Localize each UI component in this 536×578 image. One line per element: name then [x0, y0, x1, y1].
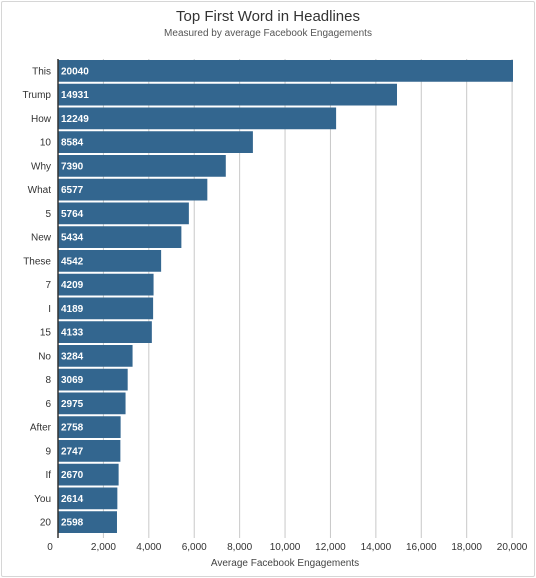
value-label: 5434: [61, 233, 84, 244]
category-labels: This Trump How 10 Why What 5 New These 7 I 15 No 8 6 Af…: [22, 66, 51, 528]
x-tick-label: 14,000: [361, 542, 392, 553]
value-label: 4209: [61, 280, 84, 291]
x-tick-label: 18,000: [451, 542, 482, 553]
value-label: 2598: [61, 518, 84, 529]
bar: [58, 60, 513, 82]
category-label: This: [32, 66, 51, 77]
value-label: 6577: [61, 185, 84, 196]
category-label: 8: [45, 375, 51, 386]
x-tick-label: 2,000: [91, 542, 116, 553]
category-label: I: [48, 304, 51, 315]
value-label: 2670: [61, 470, 84, 481]
bars: [58, 60, 513, 533]
value-label: 4542: [61, 256, 84, 267]
category-label: 15: [40, 328, 52, 339]
value-label: 3284: [61, 351, 84, 362]
value-label: 2975: [61, 399, 84, 410]
category-label: Why: [31, 161, 51, 172]
chart-title: Top First Word in Headlines: [176, 8, 360, 25]
category-label: You: [34, 494, 51, 505]
value-label: 7390: [61, 161, 84, 172]
value-label: 20040: [61, 66, 89, 77]
bar: [58, 511, 117, 533]
category-label: How: [31, 114, 52, 125]
bar: [58, 416, 121, 438]
category-label: 6: [45, 399, 51, 410]
bar: [58, 178, 208, 201]
category-label: These: [23, 256, 51, 267]
category-label: Trump: [22, 90, 51, 101]
x-tick-label: 12,000: [315, 542, 346, 553]
bar: [58, 487, 118, 510]
x-tick-label: 16,000: [406, 542, 437, 553]
bar: [58, 131, 253, 153]
value-label: 2758: [61, 423, 84, 434]
value-label: 4189: [61, 304, 84, 315]
value-labels: 20040 14931 12249 8584 7390 6577 5764 5434 4542 4…: [61, 66, 89, 528]
category-label: 7: [45, 280, 51, 291]
bar: [58, 226, 182, 248]
bar: [58, 392, 126, 415]
bar: [58, 440, 121, 462]
bar: [58, 345, 133, 367]
category-label: After: [30, 423, 52, 434]
category-label: 20: [40, 518, 52, 529]
bar: [58, 155, 226, 177]
bar: [58, 273, 154, 296]
value-label: 2614: [61, 494, 84, 505]
category-label: 5: [45, 209, 51, 220]
category-label: 9: [45, 446, 51, 457]
bar: [58, 107, 337, 130]
category-label: No: [38, 351, 51, 362]
bar: [58, 83, 398, 106]
bar: [58, 250, 162, 272]
category-label: If: [45, 470, 51, 481]
category-label: What: [28, 185, 52, 196]
grid-lines: [102, 59, 513, 538]
x-tick-label: 10,000: [270, 542, 301, 553]
bar: [58, 321, 152, 343]
chart-subtitle: Measured by average Facebook Engagements: [164, 28, 372, 39]
bar: [58, 297, 154, 320]
x-tick-label: 20,000: [497, 542, 528, 553]
value-label: 5764: [61, 209, 84, 220]
category-label: New: [31, 233, 52, 244]
value-label: 4133: [61, 328, 84, 339]
bar: [58, 463, 119, 486]
value-label: 12249: [61, 114, 89, 125]
x-tick-label: 4,000: [136, 542, 161, 553]
x-tick-label: 8,000: [227, 542, 252, 553]
value-label: 14931: [61, 90, 89, 101]
value-label: 8584: [61, 138, 84, 149]
bar: [58, 202, 189, 225]
x-tick-label: 6,000: [182, 542, 207, 553]
x-axis-title: Average Facebook Engagements: [211, 558, 359, 569]
value-label: 2747: [61, 446, 84, 457]
value-label: 3069: [61, 375, 84, 386]
category-label: 10: [40, 138, 52, 149]
bar: [58, 368, 128, 391]
x-tick-labels: 0 2,000 4,000 6,000 8,000 10,000 12,000 14,000 1…: [47, 542, 528, 553]
x-tick-label: 0: [47, 542, 53, 553]
